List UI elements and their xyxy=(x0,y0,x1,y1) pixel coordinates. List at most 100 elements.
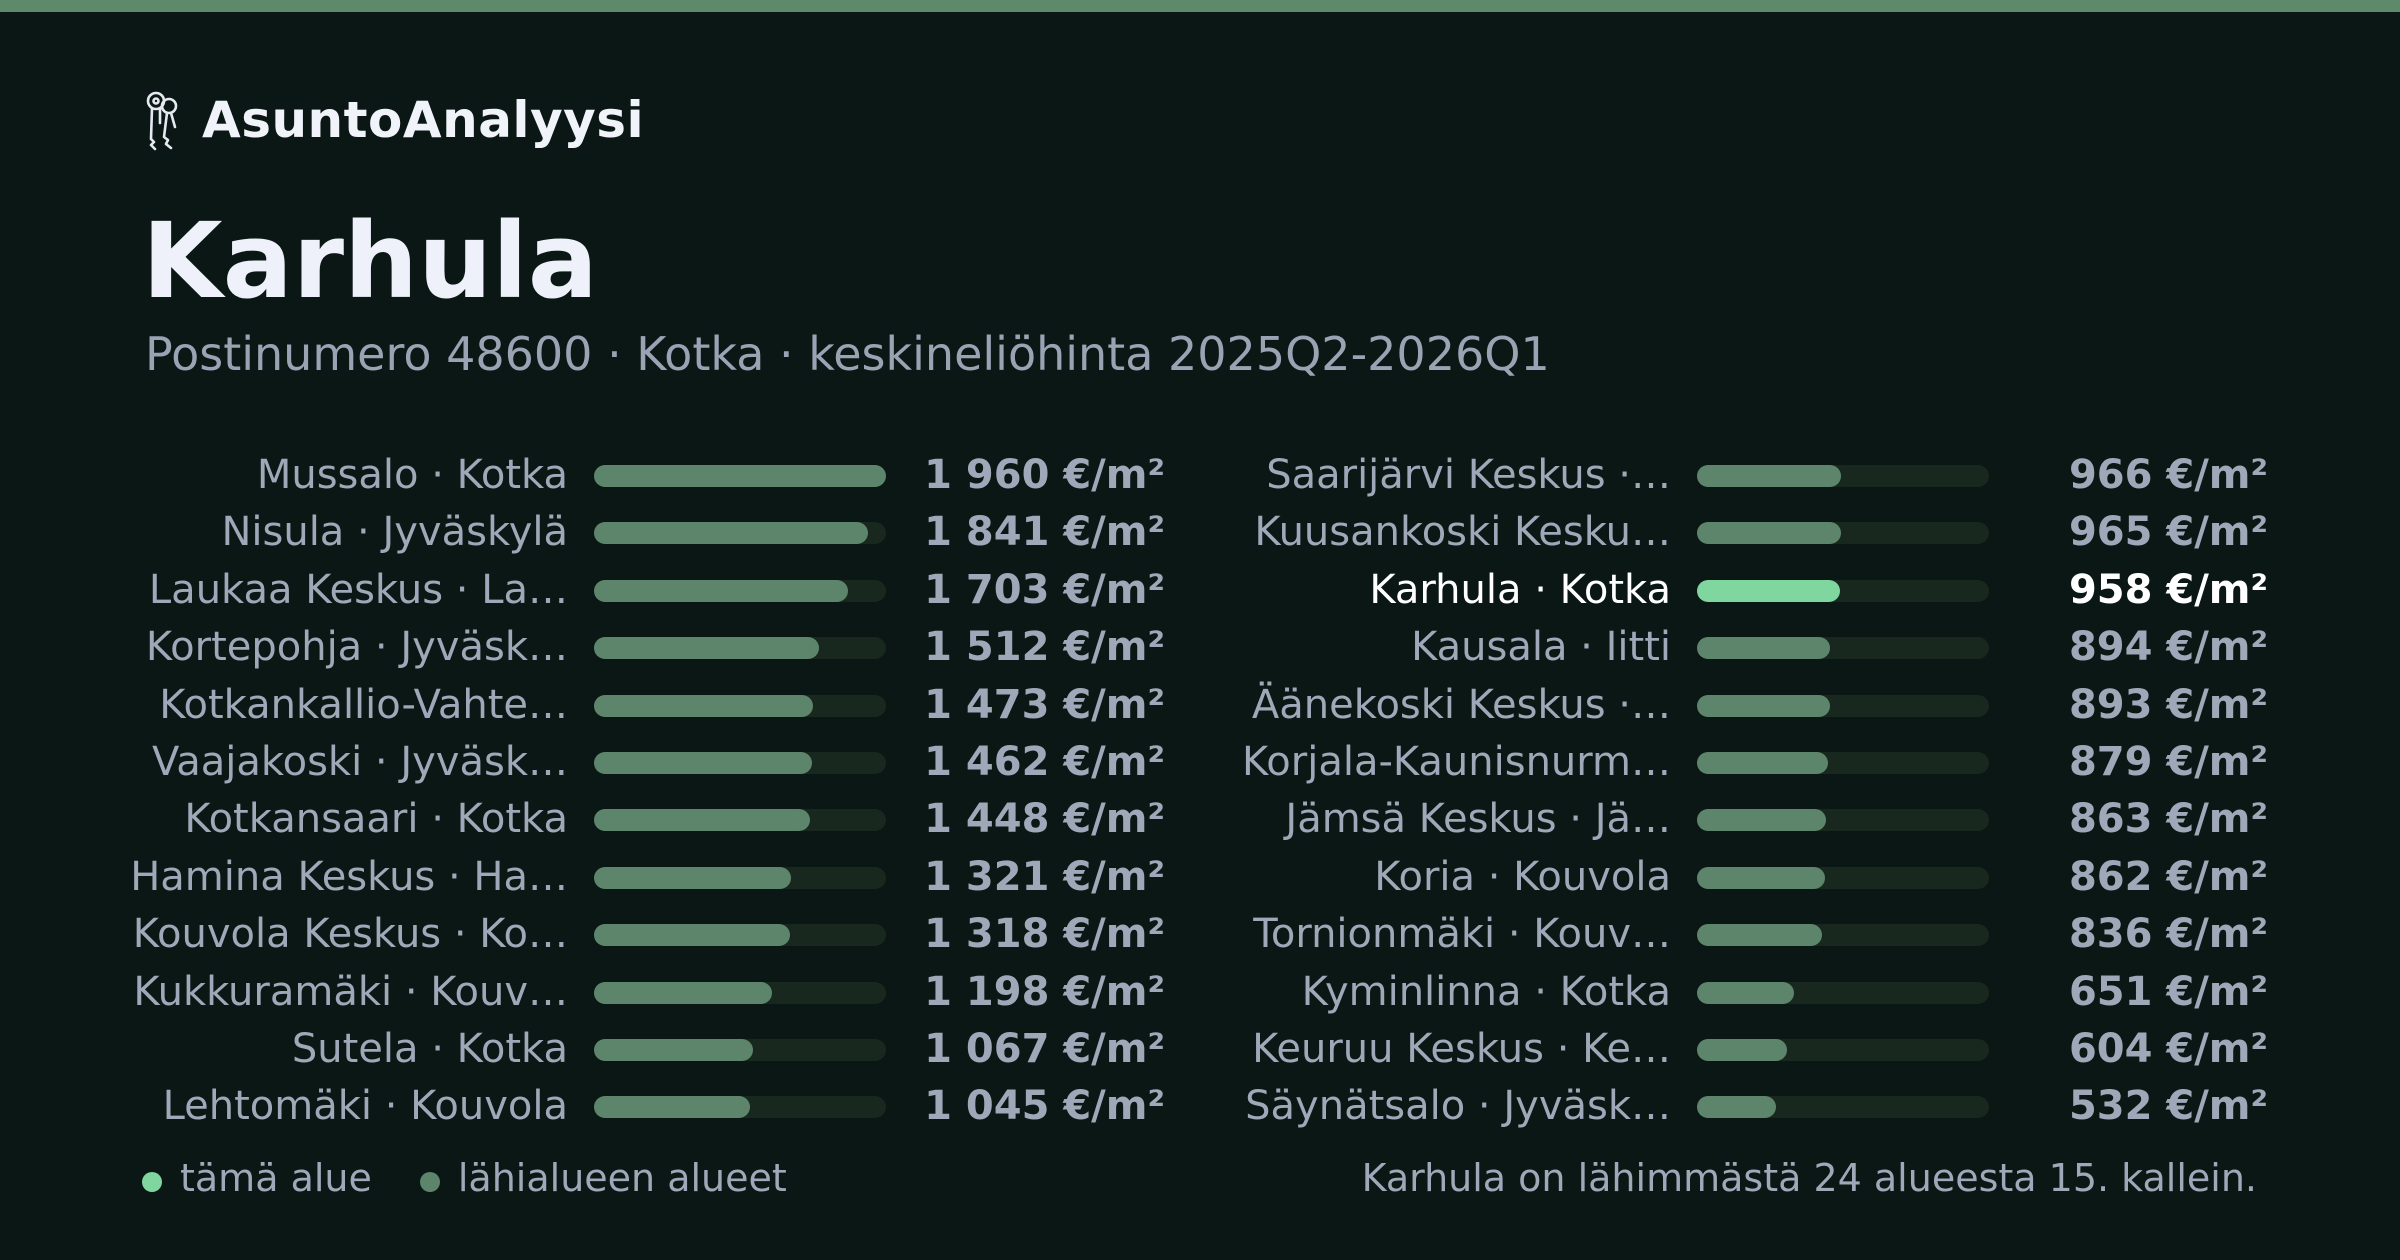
bar-label: Laukaa Keskus · La… xyxy=(148,566,568,613)
bar-value-label: 1 462 €/m² xyxy=(924,738,1165,785)
bar-track xyxy=(1697,1038,1989,1061)
bar-value-label: 651 €/m² xyxy=(2068,968,2268,1015)
bar-track xyxy=(1697,866,1989,889)
bar-value-label: 1 321 €/m² xyxy=(924,853,1165,900)
legend-dot-nearby-areas xyxy=(419,1172,440,1192)
bar-value-label: 1 841 €/m² xyxy=(924,509,1165,556)
chart-column-right: Saarijärvi Keskus ·… 966 €/m² Kuusankoski … xyxy=(1233,447,2268,1136)
bar-track xyxy=(1697,751,1989,774)
bar-label: Jämsä Keskus · Jä… xyxy=(1285,796,1671,843)
bar xyxy=(594,694,814,717)
bar-track xyxy=(1697,637,1989,660)
bar-label: Vaajakoski · Jyväsk… xyxy=(151,738,568,785)
bar-row: Kortepohja · Jyväsk… 1 512 €/m² xyxy=(130,619,1165,676)
bar-track xyxy=(1697,694,1989,717)
bar-label: Kotkansaari · Kotka xyxy=(184,796,568,843)
bar-track xyxy=(594,579,886,602)
bar-value-label: 894 €/m² xyxy=(2068,624,2268,671)
legend-label-nearby-areas: lähialueen alueet xyxy=(457,1156,787,1200)
bar-label: Kouvola Keskus · Ko… xyxy=(132,911,568,958)
bar-row: Nisula · Jyväskylä 1 841 €/m² xyxy=(130,504,1165,561)
page-title: Karhula xyxy=(142,200,598,322)
brand-name: AsuntoAnalyysi xyxy=(202,91,645,149)
bar xyxy=(1697,579,1840,602)
brand: AsuntoAnalyysi xyxy=(142,88,644,152)
bar xyxy=(594,465,886,487)
bar-row: Äänekoski Keskus ·… 893 €/m² xyxy=(1233,677,2268,734)
legend-dot-this-area xyxy=(142,1172,162,1192)
bar-value-label: 1 703 €/m² xyxy=(924,566,1165,613)
bar-row: Jämsä Keskus · Jä… 863 €/m² xyxy=(1233,791,2268,848)
bar-track xyxy=(1697,465,1989,487)
bar-label: Sutela · Kotka xyxy=(291,1025,568,1072)
bar-label: Lehtomäki · Kouvola xyxy=(162,1083,568,1130)
bar-row: Tornionmäki · Kouv… 836 €/m² xyxy=(1233,906,2268,963)
bar-row: Korjala-Kaunisnurm… 879 €/m² xyxy=(1233,734,2268,791)
bar xyxy=(1697,809,1826,832)
bar-track xyxy=(594,809,886,832)
bar xyxy=(1697,637,1831,660)
bar-value-label: 965 €/m² xyxy=(2068,509,2268,556)
bar-row: Kyminlinna · Kotka 651 €/m² xyxy=(1233,964,2268,1021)
bar-track xyxy=(594,1096,886,1119)
bar-value-label: 1 512 €/m² xyxy=(924,624,1165,671)
bar-value-label: 836 €/m² xyxy=(2068,911,2268,958)
bar-label: Mussalo · Kotka xyxy=(256,452,568,498)
bar-label: Saarijärvi Keskus ·… xyxy=(1266,452,1671,498)
accent-top-bar xyxy=(0,0,2400,12)
bar-track xyxy=(1697,924,1989,947)
bar-row: Hamina Keskus · Ha… 1 321 €/m² xyxy=(130,849,1165,906)
bar xyxy=(594,1096,750,1119)
bar-row: Kukkuramäki · Kouv… 1 198 €/m² xyxy=(130,964,1165,1021)
bar xyxy=(1697,694,1831,717)
bar-row: Keuruu Keskus · Ke… 604 €/m² xyxy=(1233,1021,2268,1078)
bar-label: Korjala-Kaunisnurm… xyxy=(1242,738,1671,785)
bar xyxy=(594,522,869,545)
bar-row: Kouvola Keskus · Ko… 1 318 €/m² xyxy=(130,906,1165,963)
bar-label: Kotkankallio-Vahte… xyxy=(159,681,568,728)
bar xyxy=(594,751,812,774)
bar-track xyxy=(594,1038,886,1061)
bar xyxy=(594,1038,753,1061)
bar xyxy=(1697,1096,1777,1119)
bar xyxy=(594,637,820,660)
bar-track xyxy=(594,751,886,774)
bar xyxy=(1697,981,1794,1004)
bar-value-label: 532 €/m² xyxy=(2068,1083,2268,1130)
bar-label: Kuusankoski Kesku… xyxy=(1254,509,1671,556)
page-subtitle: Postinumero 48600 · Kotka · keskineliöhi… xyxy=(145,327,1550,381)
bar-label: Säynätsalo · Jyväsk… xyxy=(1245,1083,1671,1130)
bar-value-label: 1 448 €/m² xyxy=(924,796,1165,843)
bar-label: Kortepohja · Jyväsk… xyxy=(145,624,568,671)
legend-label-this-area: tämä alue xyxy=(180,1156,372,1200)
bar-label: Kyminlinna · Kotka xyxy=(1301,968,1671,1015)
bar xyxy=(594,809,810,832)
bar-track xyxy=(1697,809,1989,832)
legend: tämä alue lähialueen alueet xyxy=(142,1150,787,1206)
bar-row: Vaajakoski · Jyväsk… 1 462 €/m² xyxy=(130,734,1165,791)
bar-track xyxy=(594,522,886,545)
bar-value-label: 893 €/m² xyxy=(2068,681,2268,728)
bar-row: Koria · Kouvola 862 €/m² xyxy=(1233,849,2268,906)
bar-label: Kukkuramäki · Kouv… xyxy=(133,968,568,1015)
bar-label: Äänekoski Keskus ·… xyxy=(1251,681,1671,728)
bar xyxy=(1697,866,1826,889)
bar xyxy=(1697,465,1841,487)
bar-row: Laukaa Keskus · La… 1 703 €/m² xyxy=(130,562,1165,619)
bar-value-label: 604 €/m² xyxy=(2068,1025,2268,1072)
bar xyxy=(594,579,848,602)
bar-row: Sutela · Kotka 1 067 €/m² xyxy=(130,1021,1165,1078)
bar-value-label: 1 067 €/m² xyxy=(924,1025,1165,1072)
bar-value-label: 863 €/m² xyxy=(2068,796,2268,843)
bar-value-label: 879 €/m² xyxy=(2068,738,2268,785)
bar-track xyxy=(594,981,886,1004)
bar-track xyxy=(594,694,886,717)
bar xyxy=(594,866,791,889)
bar-track xyxy=(594,924,886,947)
bar-value-label: 1 318 €/m² xyxy=(924,911,1165,958)
bar-label: Hamina Keskus · Ha… xyxy=(130,853,568,900)
ranking-note: Karhula on lähimmästä 24 alueesta 15. ka… xyxy=(1361,1156,2257,1200)
bar-value-label: 1 198 €/m² xyxy=(924,968,1165,1015)
bar-row: Mussalo · Kotka 1 960 €/m² xyxy=(130,447,1165,504)
chart-column-left: Mussalo · Kotka 1 960 €/m² Nisula · Jyväsk… xyxy=(130,447,1165,1136)
